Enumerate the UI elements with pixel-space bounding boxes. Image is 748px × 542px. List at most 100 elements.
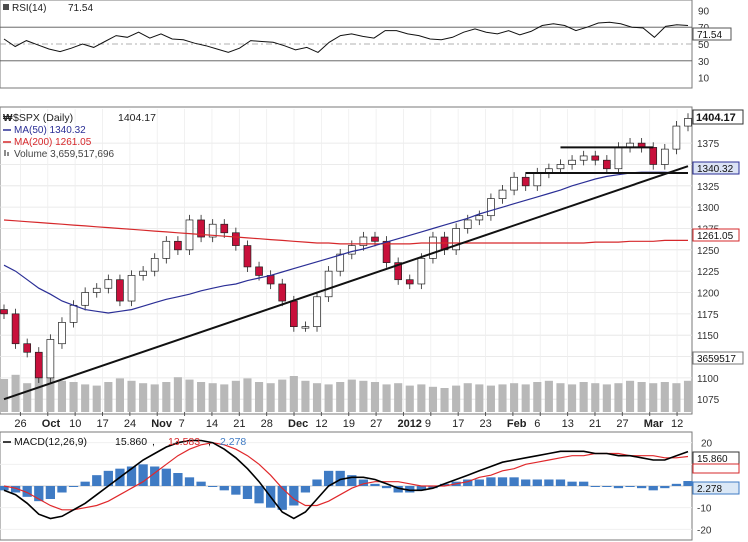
candle-up xyxy=(684,118,692,127)
candle-down xyxy=(371,236,379,242)
candle-down xyxy=(603,159,611,170)
candle-up xyxy=(429,236,437,259)
price-y-tick-label: 1300 xyxy=(697,203,720,214)
candle-up xyxy=(46,339,55,379)
ma200-line xyxy=(3,219,688,245)
candle-up xyxy=(336,253,345,272)
volume-bar xyxy=(475,384,484,412)
price-legend-icon: ₩ xyxy=(3,113,13,124)
volume-bar xyxy=(614,383,623,412)
rsi-y-tick-label: 50 xyxy=(698,40,710,51)
volume-bar xyxy=(649,383,658,412)
macd-histogram-bar xyxy=(567,481,577,486)
ma200-legend-label: MA(200) 1261.05 xyxy=(14,137,92,148)
candle-down xyxy=(394,262,402,281)
volume-bar xyxy=(544,380,553,412)
macd-histogram-bar xyxy=(80,481,90,486)
macd-histogram-bar xyxy=(57,486,67,493)
macd-histogram-bar xyxy=(335,470,345,486)
macd-histogram-bar xyxy=(463,479,473,486)
candle-up xyxy=(162,240,171,259)
volume-bar xyxy=(185,379,194,412)
candle-up xyxy=(92,287,101,293)
price-y-tick-label: 1325 xyxy=(697,182,720,193)
x-tick-label: Mar xyxy=(644,418,664,430)
rsi-legend: RSI(14) 71.54 xyxy=(3,3,93,14)
volume-bar xyxy=(486,385,495,412)
volume-bar xyxy=(220,384,229,412)
candle-up xyxy=(127,275,136,302)
svg-text:,: , xyxy=(152,436,155,448)
macd-histogram-bar xyxy=(126,466,137,486)
volume-bar xyxy=(34,370,43,412)
price-value-tag: 1404.17 xyxy=(692,109,744,125)
candle-down xyxy=(11,313,20,345)
macd-histogram-bar xyxy=(196,481,206,486)
volume-bar xyxy=(533,382,542,412)
volume-bar xyxy=(254,382,264,412)
candle-up xyxy=(672,125,681,150)
candle-down xyxy=(521,176,530,187)
candle-up xyxy=(463,219,472,229)
macd-histogram-bar xyxy=(544,479,554,486)
candles-layer xyxy=(0,113,692,383)
candle-up xyxy=(533,172,542,187)
price-y-tick-label: 1225 xyxy=(697,267,720,278)
ma50-tag-text: 1340.32 xyxy=(697,164,734,175)
candle-up xyxy=(556,164,565,170)
macd-histogram-bar xyxy=(323,470,334,486)
macd-histogram-bar xyxy=(555,479,566,486)
volume-bar xyxy=(139,383,148,412)
macd-histogram-bar xyxy=(602,486,612,487)
volume-bar xyxy=(11,374,20,412)
macd-histogram-bar xyxy=(0,486,9,491)
support-trendline xyxy=(3,165,689,401)
x-tick-label: 13 xyxy=(562,418,574,430)
macd-histogram-bar xyxy=(497,477,508,486)
ma50-value-tag: 1340.32 xyxy=(692,161,740,175)
candle-up xyxy=(208,223,217,238)
macd-histogram-bar xyxy=(219,486,229,491)
volume-bar xyxy=(672,383,681,412)
price-y-tick-label: 1100 xyxy=(697,374,719,385)
macd-histogram-bar xyxy=(254,486,264,504)
candle-up xyxy=(359,236,368,246)
candle-up xyxy=(579,155,588,161)
volume-bar xyxy=(231,380,240,412)
x-tick-label: 9 xyxy=(425,418,431,430)
volume-bar xyxy=(417,384,426,412)
x-tick-label: 2012 xyxy=(397,418,421,430)
macd-histogram-bar xyxy=(486,477,496,486)
rsi-y-tick-label: 90 xyxy=(698,6,710,17)
volume-layer xyxy=(0,370,693,412)
ma200-tag-text: 1261.05 xyxy=(697,231,734,242)
rsi-value: 71.54 xyxy=(68,3,93,14)
x-tick-label: 17 xyxy=(96,418,108,430)
candle-up xyxy=(139,270,147,276)
candle-up xyxy=(301,326,310,329)
price-y-tick-label: 1150 xyxy=(697,331,719,342)
macd-histogram-bar xyxy=(509,477,519,486)
x-tick-label: 7 xyxy=(179,418,185,430)
macd-histogram-bar xyxy=(68,486,79,487)
volume-bar xyxy=(266,383,275,412)
x-tick-label: 24 xyxy=(124,418,136,430)
price-y-tick-label: 1175 xyxy=(697,310,719,321)
volume-bar xyxy=(57,380,67,412)
macd-histogram-bar xyxy=(300,486,311,493)
volume-bar xyxy=(440,388,449,412)
candle-down xyxy=(290,300,298,327)
candle-down xyxy=(197,219,205,238)
macd-histogram-bar xyxy=(138,464,148,486)
x-tick-label: 14 xyxy=(206,418,218,430)
candle-up xyxy=(452,228,460,251)
candle-up xyxy=(614,147,623,170)
volume-bar xyxy=(625,380,635,412)
macd-histogram-bar xyxy=(231,486,241,495)
x-tick-label: 17 xyxy=(452,418,464,430)
macd-histogram-bar xyxy=(358,479,369,486)
macd-histogram-bar xyxy=(347,475,357,486)
candle-down xyxy=(23,343,32,353)
candle-up xyxy=(69,304,78,323)
